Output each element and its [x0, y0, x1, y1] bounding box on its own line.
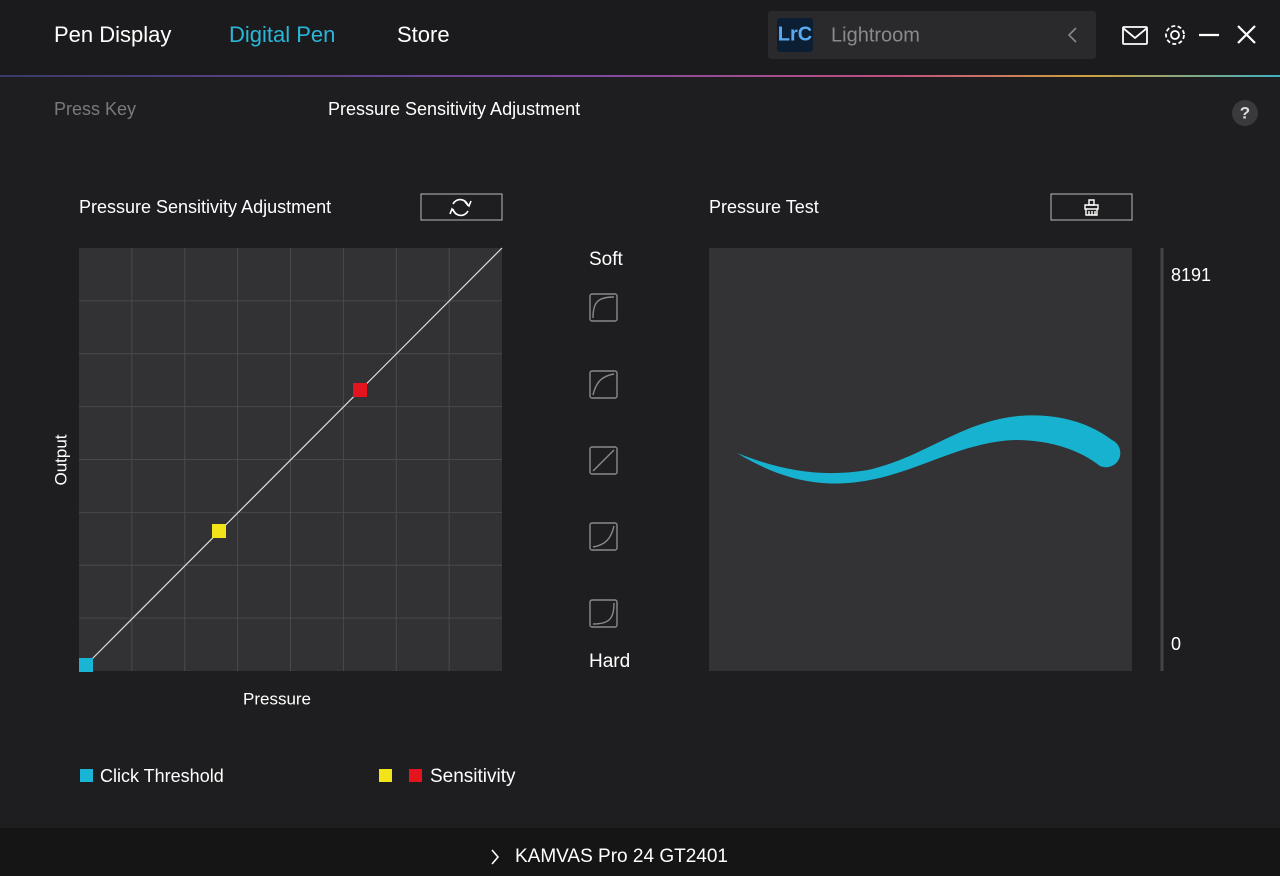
preset-linear[interactable] — [589, 446, 618, 475]
x-axis-label: Pressure — [243, 689, 311, 708]
help-button[interactable] — [1232, 100, 1258, 126]
reset-icon[interactable] — [449, 198, 472, 217]
sub-tab-active[interactable]: Pressure Sensitivity Adjustment — [328, 99, 580, 119]
app-icon-text: LrC — [778, 23, 812, 45]
device-name[interactable]: KAMVAS Pro 24 GT2401 — [515, 846, 728, 867]
legend-swatch — [409, 769, 422, 782]
pressure-max: 8191 — [1171, 265, 1211, 285]
legend-swatch — [379, 769, 392, 782]
settings-icon[interactable] — [1165, 25, 1185, 45]
close-button[interactable] — [1237, 25, 1256, 44]
y-axis-label: Output — [51, 434, 70, 485]
legend-swatch — [80, 769, 93, 782]
sub-tab[interactable]: Press Key — [54, 99, 136, 119]
app-icon — [777, 18, 813, 52]
pen-stroke — [737, 415, 1121, 484]
preset-soft[interactable] — [589, 370, 618, 399]
app-selector[interactable] — [768, 11, 1096, 59]
preset-softest[interactable] — [589, 293, 618, 322]
nav-tab[interactable]: Store — [397, 22, 450, 47]
app-name: Lightroom — [831, 24, 920, 46]
nav-tab-active[interactable]: Digital Pen — [229, 22, 335, 47]
selector-arrow[interactable] — [1067, 27, 1077, 43]
nav-tab[interactable]: Pen Display — [54, 22, 171, 47]
legend-label: Click Threshold — [100, 766, 224, 786]
sensitivity-handle-high[interactable] — [353, 383, 367, 397]
pressure-curve — [85, 247, 503, 666]
help-icon[interactable]: ? — [1240, 103, 1250, 122]
legend-label: Sensitivity — [430, 766, 516, 787]
pressure-min: 0 — [1171, 634, 1181, 654]
hard-label: Hard — [589, 651, 630, 672]
reset-button[interactable] — [420, 193, 503, 221]
soft-label: Soft — [589, 249, 624, 270]
sensitivity-handle-low[interactable] — [212, 524, 226, 538]
panel-title: Pressure Test — [709, 197, 819, 217]
mail-icon[interactable] — [1122, 26, 1148, 45]
clear-button[interactable] — [1050, 193, 1133, 221]
curve-grid — [79, 248, 502, 671]
preset-hard[interactable] — [589, 522, 618, 551]
clear-icon[interactable] — [1084, 199, 1099, 216]
preset-hardest[interactable] — [589, 599, 618, 628]
panel-title: Pressure Sensitivity Adjustment — [79, 197, 331, 217]
device-bar[interactable] — [0, 828, 1280, 876]
click-threshold-handle[interactable] — [79, 658, 93, 672]
device-expand[interactable] — [491, 849, 500, 865]
top-divider — [0, 75, 1280, 77]
